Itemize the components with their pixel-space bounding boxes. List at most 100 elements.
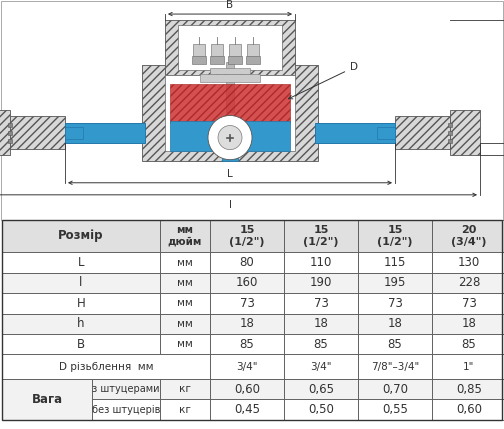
Bar: [358, 399, 432, 420]
Bar: [246, 56, 260, 64]
Bar: [2, 334, 160, 354]
Text: 85: 85: [462, 338, 476, 351]
Bar: [192, 56, 206, 64]
Bar: [0, 110, 10, 154]
Text: 3/4": 3/4": [310, 362, 332, 372]
Bar: [432, 379, 504, 399]
Bar: [200, 74, 260, 82]
Bar: [284, 252, 358, 273]
Bar: [284, 314, 358, 334]
Bar: [432, 273, 504, 293]
Text: Вага: Вага: [31, 393, 62, 406]
Text: мм: мм: [177, 339, 193, 349]
Bar: [358, 379, 432, 399]
Text: 115: 115: [384, 256, 406, 269]
Bar: [2, 354, 210, 379]
Bar: [160, 273, 210, 293]
Bar: [432, 399, 504, 420]
Text: 160: 160: [236, 276, 258, 290]
Bar: [165, 20, 295, 76]
Bar: [284, 399, 358, 420]
Text: 130: 130: [458, 256, 480, 269]
Text: l: l: [79, 276, 83, 290]
Bar: [432, 293, 504, 314]
Text: 15
(1/2"): 15 (1/2"): [229, 225, 265, 247]
Bar: [358, 273, 432, 293]
Bar: [178, 25, 282, 70]
Bar: [142, 65, 318, 161]
Bar: [229, 44, 241, 56]
Bar: [358, 293, 432, 314]
Text: 0,55: 0,55: [382, 403, 408, 416]
Text: h: h: [77, 317, 85, 330]
Text: 73: 73: [239, 297, 255, 310]
Bar: [160, 293, 210, 314]
Bar: [2, 273, 160, 293]
Bar: [210, 220, 284, 252]
Bar: [210, 334, 284, 354]
Text: мм: мм: [177, 278, 193, 288]
Bar: [160, 379, 210, 399]
Bar: [65, 127, 83, 139]
Text: 195: 195: [384, 276, 406, 290]
Bar: [432, 334, 504, 354]
Bar: [395, 117, 450, 148]
Bar: [165, 76, 295, 151]
Bar: [432, 354, 504, 379]
Text: 18: 18: [239, 317, 255, 330]
Bar: [358, 314, 432, 334]
Bar: [210, 399, 284, 420]
Circle shape: [208, 115, 252, 160]
Bar: [65, 123, 145, 142]
Bar: [228, 56, 242, 64]
Bar: [358, 220, 432, 252]
Bar: [193, 44, 205, 56]
Text: Розмір: Розмір: [58, 230, 104, 242]
Text: 85: 85: [388, 338, 402, 351]
Text: 228: 228: [458, 276, 480, 290]
Bar: [235, 121, 290, 151]
Bar: [284, 354, 358, 379]
Text: 0,50: 0,50: [308, 403, 334, 416]
Bar: [92, 379, 160, 399]
Text: 85: 85: [313, 338, 329, 351]
Text: 73: 73: [388, 297, 402, 310]
Bar: [448, 139, 452, 142]
Text: 20
(3/4"): 20 (3/4"): [451, 225, 487, 247]
Bar: [2, 379, 92, 420]
Bar: [247, 44, 259, 56]
Bar: [210, 68, 250, 74]
Text: 0,60: 0,60: [456, 403, 482, 416]
Bar: [210, 293, 284, 314]
Text: 73: 73: [313, 297, 329, 310]
Bar: [210, 314, 284, 334]
Bar: [210, 379, 284, 399]
Text: без штуцерів: без штуцерів: [92, 405, 160, 414]
Bar: [432, 220, 504, 252]
Text: з штуцерами: з штуцерами: [92, 384, 160, 394]
Text: 3/4": 3/4": [236, 362, 258, 372]
Bar: [160, 334, 210, 354]
Bar: [170, 121, 225, 151]
Text: H: H: [77, 297, 85, 310]
Bar: [2, 293, 160, 314]
Bar: [432, 314, 504, 334]
Bar: [358, 354, 432, 379]
Text: L: L: [227, 169, 233, 179]
Bar: [8, 123, 12, 127]
Bar: [170, 85, 290, 123]
Text: 18: 18: [388, 317, 402, 330]
Bar: [210, 56, 224, 64]
Text: мм: мм: [177, 257, 193, 268]
Text: B: B: [226, 0, 233, 10]
Text: 0,65: 0,65: [308, 383, 334, 396]
Text: 0,70: 0,70: [382, 383, 408, 396]
Bar: [10, 117, 65, 148]
Bar: [284, 220, 358, 252]
Bar: [8, 130, 12, 135]
Bar: [432, 252, 504, 273]
Bar: [450, 110, 480, 154]
Text: D різьблення  мм: D різьблення мм: [59, 362, 153, 372]
Text: 110: 110: [310, 256, 332, 269]
Text: 0,85: 0,85: [456, 383, 482, 396]
